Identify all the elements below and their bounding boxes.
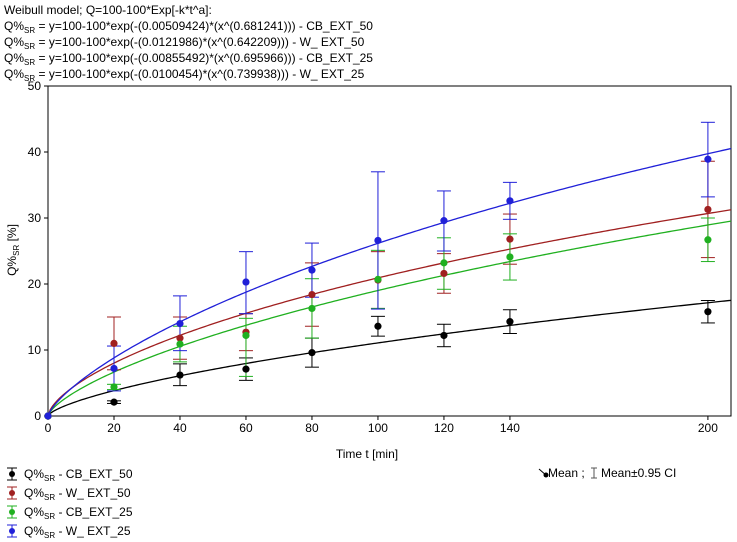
data-points (44, 155, 712, 420)
data-point (242, 278, 250, 286)
data-point (242, 331, 250, 340)
plot-frame (47, 85, 732, 417)
equation-w-ext-50: Q%SR = y=100-100*exp(-(0.0121986)*(x^(0.… (4, 35, 365, 51)
x-tick-label: 20 (107, 421, 121, 435)
x-tick-label: 60 (239, 421, 253, 435)
x-tick-label: 0 (45, 421, 52, 435)
y-tick-label: 20 (28, 277, 42, 291)
data-point (506, 253, 514, 261)
data-point (176, 334, 184, 342)
model-title: Weibull model; Q=100-100*Exp[-k*t^a]: (4, 3, 212, 17)
data-point (440, 259, 448, 267)
data-point (308, 266, 316, 274)
x-tick-label: 120 (434, 421, 454, 435)
y-tick-label: 30 (28, 211, 42, 225)
y-tick-label: 40 (28, 145, 42, 159)
x-tick-label: 140 (500, 421, 520, 435)
data-point (506, 318, 514, 326)
data-point (308, 349, 316, 357)
data-point (374, 275, 382, 283)
x-tick-label: 40 (173, 421, 187, 435)
data-point (176, 320, 184, 328)
data-point (704, 308, 712, 316)
data-point (704, 236, 712, 244)
y-tick-label: 0 (34, 409, 41, 423)
ci-bar-icon (591, 467, 597, 479)
data-point (308, 304, 316, 313)
data-point (110, 398, 118, 406)
y-tick-label: 50 (28, 79, 42, 93)
data-point (242, 365, 250, 373)
fit-curve-2 (47, 220, 732, 417)
weibull-chart: 0 20 40 60 80 100 120 140 200 0 10 20 30 40 50 Q%SR [%… (5, 79, 732, 461)
data-point (374, 322, 382, 330)
data-point (308, 290, 316, 299)
y-tick-label: 10 (28, 343, 42, 357)
equation-cb-ext-25: Q%SR = y=100-100*exp(-(0.00855492)*(x^(0… (4, 51, 373, 67)
error-bars (106, 121, 715, 404)
axes: 0 20 40 60 80 100 120 140 200 0 10 20 30 40 50 (28, 79, 732, 435)
legend-key-ci: Mean±0.95 CI (601, 466, 677, 480)
data-point (506, 197, 514, 205)
x-tick-label: 80 (305, 421, 319, 435)
fit-curve-0 (47, 299, 732, 417)
x-axis-label: Time t [min] (336, 447, 398, 461)
equation-cb-ext-50: Q%SR = y=100-100*exp(-(0.00509424)*(x^(0… (4, 19, 373, 35)
legend-key-mean: Mean ; (548, 466, 585, 480)
data-point (704, 205, 712, 214)
x-tick-label: 100 (368, 421, 388, 435)
data-point (44, 412, 52, 420)
mean-marker-icon (538, 468, 549, 478)
x-tick-label: 200 (698, 421, 718, 435)
data-point (110, 339, 118, 347)
data-point (176, 371, 184, 379)
data-point (440, 217, 448, 225)
data-point (440, 331, 448, 340)
equation-w-ext-25: Q%SR = y=100-100*exp(-(0.0100454)*(x^(0.… (4, 67, 365, 83)
data-point (506, 235, 514, 243)
fit-curves (47, 147, 732, 417)
data-point (374, 236, 382, 245)
data-point (110, 364, 118, 373)
data-point (704, 155, 712, 163)
fit-curve-1 (47, 209, 732, 417)
data-point (176, 340, 184, 348)
data-point (440, 269, 448, 278)
data-point (110, 383, 118, 391)
y-axis-label: Q%SR [%] (5, 224, 21, 276)
fit-curve-3 (47, 147, 732, 417)
